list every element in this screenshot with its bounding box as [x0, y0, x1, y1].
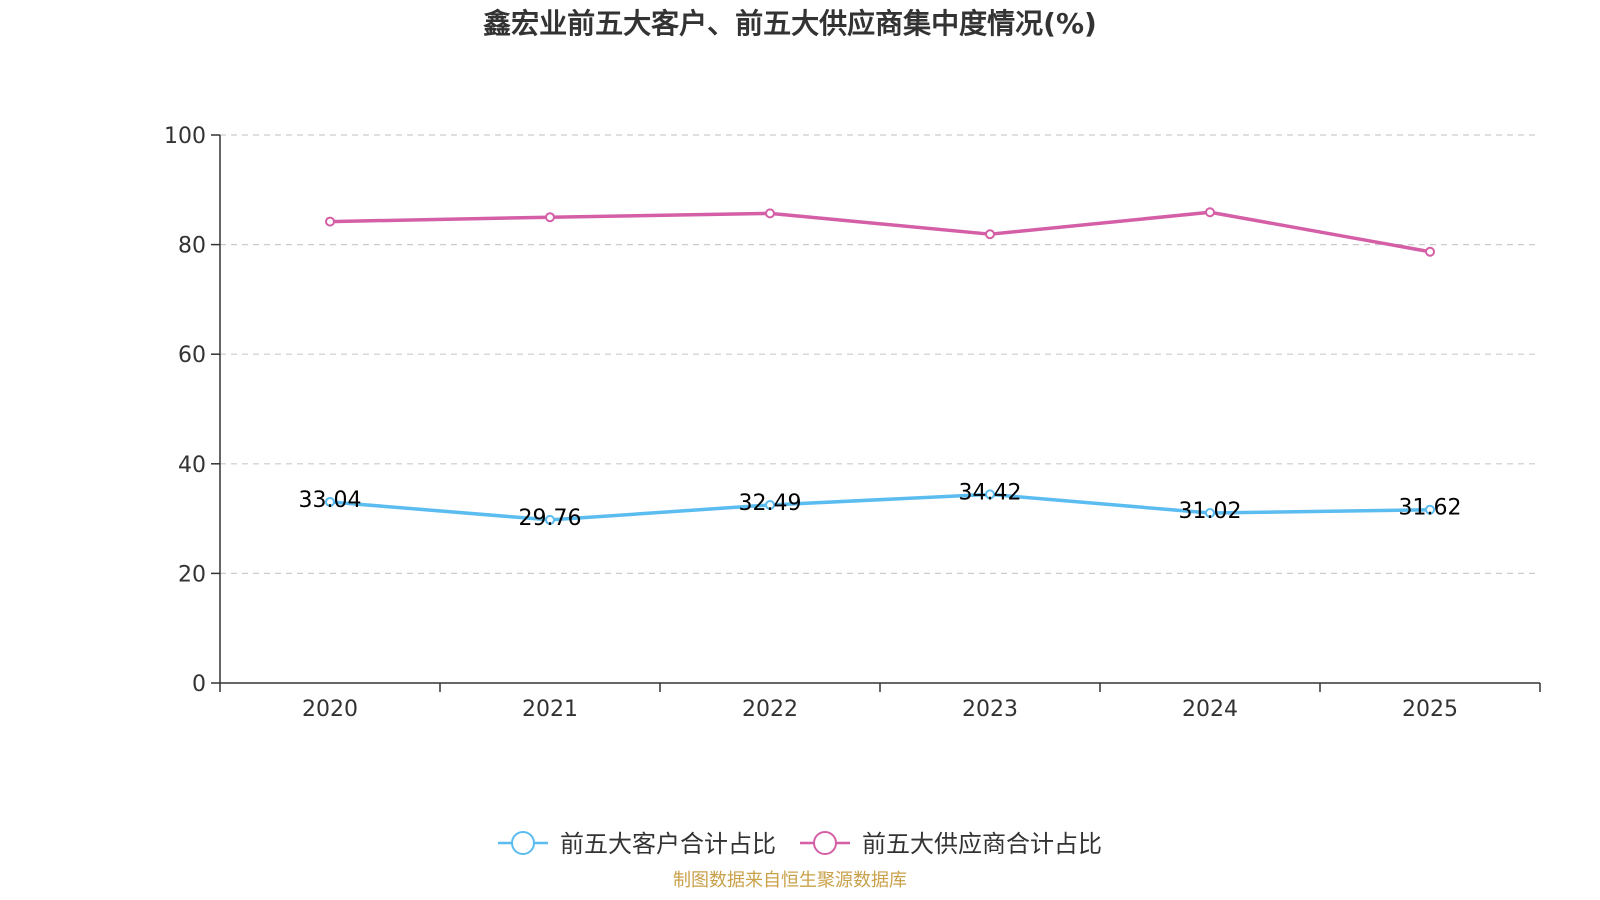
- legend-item-1[interactable]: 前五大客户合计占比: [498, 830, 776, 858]
- y-tick-label: 40: [178, 453, 206, 478]
- data-point[interactable]: [545, 212, 555, 223]
- legend-label: 前五大供应商合计占比: [862, 830, 1102, 858]
- legend-marker: [813, 831, 837, 855]
- source-note: 制图数据来自恒生聚源数据库: [673, 870, 907, 891]
- series-line-1: [329, 492, 1431, 522]
- y-tick-label: 20: [178, 562, 206, 587]
- x-tick-label: 2021: [522, 697, 578, 722]
- series-line-2: [329, 210, 1431, 254]
- data-point[interactable]: [325, 496, 335, 507]
- x-tick-label: 2020: [302, 697, 358, 722]
- data-label: 29.76: [519, 506, 582, 531]
- series-layer: [325, 207, 1435, 525]
- data-point[interactable]: [1205, 508, 1215, 519]
- data-labels: 33.04 29.76 32.49 34.42 31.02 31.62: [299, 480, 1462, 531]
- y-tick-label: 60: [178, 343, 206, 368]
- axes: 0 20 40 60 80 100 2020 2021 2022 2023 2024 2025: [164, 124, 1541, 722]
- data-label: 32.49: [739, 491, 802, 516]
- data-label: 34.42: [959, 480, 1022, 505]
- data-label: 33.04: [299, 488, 362, 513]
- data-point[interactable]: [765, 499, 775, 510]
- legend-label: 前五大客户合计占比: [560, 830, 776, 858]
- y-tick-label: 0: [192, 672, 206, 697]
- grid-lines: [220, 134, 1540, 575]
- data-point[interactable]: [1425, 504, 1435, 515]
- data-point[interactable]: [985, 229, 995, 240]
- legend-item-2[interactable]: 前五大供应商合计占比: [800, 830, 1102, 858]
- x-tick-label: 2025: [1402, 697, 1458, 722]
- data-point[interactable]: [765, 208, 775, 219]
- data-point[interactable]: [545, 514, 555, 525]
- x-tick-label: 2023: [962, 697, 1018, 722]
- data-label: 31.02: [1179, 499, 1242, 524]
- y-tick-label: 100: [164, 124, 206, 149]
- data-point[interactable]: [985, 489, 995, 500]
- x-tick-label: 2024: [1182, 697, 1238, 722]
- chart-title: 鑫宏业前五大客户、前五大供应商集中度情况(%): [483, 7, 1097, 40]
- data-point[interactable]: [1205, 207, 1215, 218]
- data-point[interactable]: [325, 216, 335, 227]
- legend-marker: [511, 831, 535, 855]
- legend[interactable]: 前五大客户合计占比 前五大供应商合计占比: [498, 830, 1102, 858]
- x-tick-label: 2022: [742, 697, 798, 722]
- y-tick-label: 80: [178, 234, 206, 259]
- data-label: 31.62: [1399, 496, 1462, 521]
- data-point[interactable]: [1425, 246, 1435, 257]
